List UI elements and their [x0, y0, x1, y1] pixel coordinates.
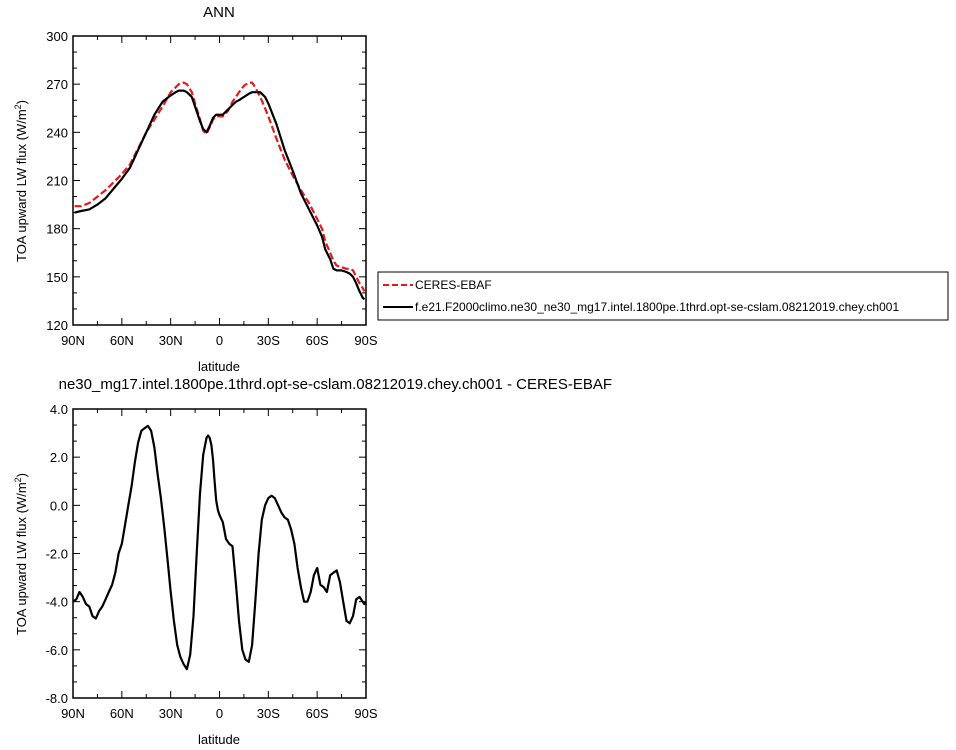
bottom-x-tick-label: 60S	[306, 706, 329, 721]
top-y-tick-label: 180	[46, 222, 68, 237]
bottom-x-tick-label: 90N	[61, 706, 85, 721]
bottom-y-tick-label: 2.0	[50, 450, 68, 465]
top-y-tick-label: 210	[46, 174, 68, 189]
top-x-tick-label: 90S	[354, 333, 377, 348]
bottom-x-tick-labels: 90N 60N 30N 0 30S 60S 90S	[61, 706, 378, 721]
bottom-title: ne30_mg17.intel.1800pe.1thrd.opt-se-csla…	[59, 376, 612, 393]
top-y-tick-label: 240	[46, 125, 68, 140]
legend-box	[377, 271, 949, 321]
bottom-x-tick-label: 90S	[354, 706, 377, 721]
top-y-tick-label: 270	[46, 77, 68, 92]
bottom-y-tick-label: -2.0	[46, 547, 68, 562]
top-y-tick-label: 120	[46, 318, 68, 333]
bottom-series-line-0	[72, 424, 367, 671]
top-x-tick-label: 60S	[306, 333, 329, 348]
top-y-tick-label: 300	[46, 29, 68, 44]
bottom-plot-frame	[72, 408, 367, 699]
bottom-plot-area	[72, 408, 367, 699]
bottom-y-tick-label: -6.0	[46, 643, 68, 658]
bottom-x-axis-label: latitude	[198, 732, 240, 747]
top-x-tick-label: 30N	[159, 333, 183, 348]
top-x-tick-label: 60N	[110, 333, 134, 348]
legend: CERES-EBAF f.e21.F2000climo.ne30_ne30_mg…	[377, 271, 949, 321]
top-x-tick-label: 0	[216, 333, 223, 348]
bottom-y-tick-label: -8.0	[46, 691, 68, 706]
bottom-x-tick-label: 60N	[110, 706, 134, 721]
top-y-axis-label: TOA upward LW flux (W/m2)	[13, 100, 29, 262]
top-x-tick-labels: 90N 60N 30N 0 30S 60S 90S	[61, 333, 378, 348]
bottom-y-tick-label: -4.0	[46, 595, 68, 610]
bottom-y-tick-label: 0.0	[50, 498, 68, 513]
top-series	[74, 81, 366, 301]
bottom-y-tick-labels: -8.0 -6.0 -4.0 -2.0 0.0 2.0 4.0	[46, 402, 68, 706]
top-y-tick-labels: 120 150 180 210 240 270 300	[46, 29, 68, 333]
top-x-axis-label: latitude	[198, 359, 240, 374]
top-series-line-1	[74, 89, 366, 301]
legend-label-ceres: CERES-EBAF	[415, 278, 492, 292]
bottom-x-tick-label: 0	[216, 706, 223, 721]
top-x-tick-label: 90N	[61, 333, 85, 348]
bottom-y-axis-label: TOA upward LW flux (W/m2)	[13, 473, 29, 635]
top-plot-area	[72, 35, 367, 326]
bottom-ticks	[72, 408, 367, 699]
top-x-tick-label: 30S	[257, 333, 280, 348]
top-ticks	[72, 35, 367, 326]
top-title: ANN	[203, 4, 235, 21]
top-y-tick-label: 150	[46, 270, 68, 285]
top-plot-frame	[72, 35, 367, 326]
legend-label-model: f.e21.F2000climo.ne30_ne30_mg17.intel.18…	[415, 300, 899, 314]
bottom-x-tick-label: 30S	[257, 706, 280, 721]
bottom-series	[72, 424, 367, 671]
bottom-x-tick-label: 30N	[159, 706, 183, 721]
bottom-y-tick-label: 4.0	[50, 402, 68, 417]
